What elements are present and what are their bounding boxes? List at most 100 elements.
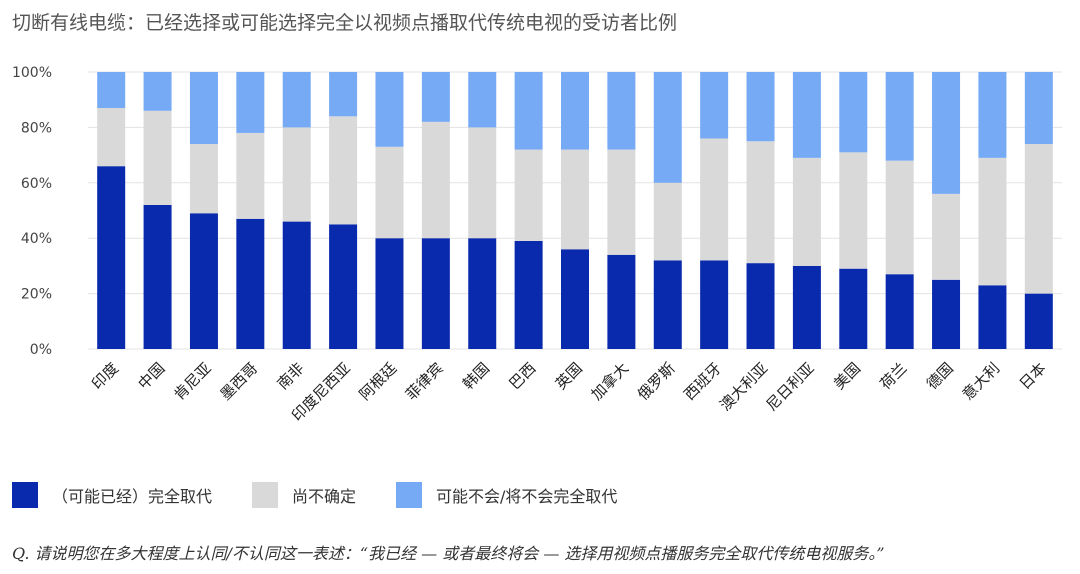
bar-segment-not-replace [932,72,961,194]
bar-segment-not-replace [746,72,775,142]
legend-item-unsure: 尚不确定 [252,482,356,508]
x-tick-label: 澳大利亚 [716,359,771,414]
legend-item-not-replace: 可能不会/将不会完全取代 [396,482,617,508]
bar-segment-unsure [839,152,868,269]
bar-segment-replaced [653,260,682,349]
x-tick-label: 阿根廷 [356,359,401,404]
bar-segment-not-replace [143,72,172,111]
bar-segment-not-replace [1024,72,1053,145]
bar-segment-not-replace [978,72,1007,158]
bar-segment-not-replace [561,72,589,150]
y-tick-label: 60% [21,176,52,192]
x-tick-label: 加拿大 [588,359,633,404]
x-tick-label: 南非 [274,359,308,393]
bar-segment-unsure [885,160,914,275]
bar-segment-unsure [932,193,961,280]
x-tick-label: 尼日利亚 [763,359,818,414]
x-tick-label: 荷兰 [877,359,911,393]
bar-segment-replaced [746,263,775,349]
bar-segment-unsure [97,108,126,167]
bar-segment-not-replace [468,72,497,128]
bar-segment-unsure [282,127,311,222]
bar-segment-replaced [282,221,311,349]
x-tick-label: 日本 [1016,359,1050,393]
bar-segment-unsure [792,157,821,266]
bar-segment-replaced [97,166,126,349]
x-tick-label: 印度 [88,359,122,393]
x-tick-label: 中国 [134,359,168,393]
bar-segment-replaced [561,249,589,349]
bar-segment-replaced [885,274,914,349]
bar-segment-replaced [1024,293,1053,349]
legend-label-unsure: 尚不确定 [292,487,357,506]
bar-segment-replaced [143,204,172,349]
bar-segment-unsure [700,138,729,261]
bar-segment-replaced [329,224,358,349]
bar-segment-not-replace [421,72,450,122]
bar-segment-not-replace [607,72,636,150]
survey-question: Q. 请说明您在多大程度上认同/不认同这一表述：“我已经 — 或者最终将会 — … [12,544,885,563]
bar-segment-replaced [978,285,1007,349]
bar-segment-unsure [421,121,450,239]
bar-segment-unsure [514,149,543,241]
x-tick-label: 墨西哥 [217,359,262,404]
bar-segment-unsure [607,149,636,255]
x-tick-label: 韩国 [459,359,493,393]
y-tick-label: 20% [21,287,52,303]
x-tick-label: 西班牙 [680,359,725,404]
legend-swatch-replaced [12,482,38,508]
x-tick-label: 德国 [923,359,957,393]
legend-swatch-not-replace [396,482,423,508]
y-tick-label: 100% [12,65,52,81]
y-tick-label: 80% [21,120,52,136]
bar-segment-not-replace [885,72,914,161]
bar-segment-unsure [375,146,404,239]
legend-item-replaced: （可能已经）完全取代 [12,482,212,508]
y-tick-label: 0% [30,342,52,358]
x-tick-label: 菲律宾 [402,359,447,404]
bars [97,72,1053,349]
x-tick-label: 俄罗斯 [634,359,679,404]
bar-segment-unsure [746,141,775,264]
bar-segment-replaced [700,260,729,349]
legend-swatch-unsure [252,482,279,508]
x-tick-label: 肯尼亚 [170,359,215,404]
x-tick-label: 巴西 [505,359,539,393]
bar-segment-not-replace [653,72,682,183]
bar-segment-unsure [143,110,172,205]
bar-segment-not-replace [792,72,821,158]
bar-segment-unsure [561,149,589,250]
x-tick-label: 美国 [830,359,864,393]
bar-segment-replaced [236,218,265,349]
bar-segment-unsure [978,157,1007,286]
bar-segment-unsure [189,144,218,214]
bar-segment-not-replace [839,72,868,153]
y-axis: 0% 20% 40% 60% 80% 100% [12,65,52,358]
chart-title: 切断有线电缆：已经选择或可能选择完全以视频点播取代传统电视的受访者比例 [12,12,678,34]
x-tick-label: 英国 [552,359,586,393]
bar-segment-not-replace [189,72,218,145]
bar-segment-replaced [514,240,543,349]
legend-label-not-replace: 可能不会/将不会完全取代 [436,487,618,506]
bar-segment-not-replace [514,72,543,150]
bar-segment-unsure [236,132,265,219]
bar-segment-unsure [468,127,497,239]
legend-label-replaced: （可能已经）完全取代 [52,487,213,506]
bar-segment-replaced [792,265,821,349]
bar-segment-replaced [421,238,450,349]
bar-segment-replaced [932,279,961,349]
bar-segment-replaced [189,213,218,349]
bar-segment-not-replace [97,72,126,109]
stacked-bar-chart: 0%20%40%60%80%100% 印度 中国 肯尼亚 墨西哥 南非印度尼西亚 阿根廷菲… [12,65,1062,425]
y-tick-label: 40% [21,231,52,247]
bar-segment-replaced [468,238,497,349]
bar-segment-not-replace [375,72,404,147]
bar-segment-unsure [1024,144,1053,294]
bar-segment-not-replace [236,72,265,133]
bar-segment-replaced [375,238,404,349]
bar-segment-not-replace [700,72,729,139]
bar-segment-not-replace [282,72,311,128]
bar-segment-replaced [607,254,636,349]
bar-segment-unsure [653,182,682,261]
